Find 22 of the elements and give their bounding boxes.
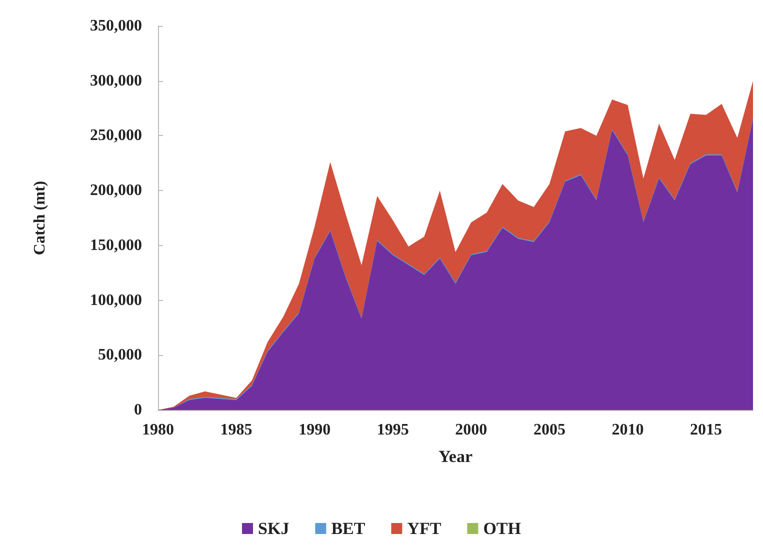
y-tick-label: 250,000 bbox=[90, 127, 142, 144]
legend-label: OTH bbox=[483, 519, 521, 538]
x-tick-label: 1985 bbox=[220, 422, 252, 438]
y-tick-label: 50,000 bbox=[98, 346, 142, 364]
y-tick-label: 300,000 bbox=[90, 72, 142, 90]
x-tick-label: 1980 bbox=[142, 422, 174, 438]
y-axis-title: Catch (mt) bbox=[32, 180, 48, 256]
x-tick-label: 2000 bbox=[455, 422, 488, 438]
y-tick-label: 0 bbox=[134, 402, 142, 418]
y-tick-label: 100,000 bbox=[90, 292, 142, 309]
x-tick-label: 1995 bbox=[376, 422, 409, 438]
x-tick-label: 1990 bbox=[298, 422, 331, 438]
x-tick-label: 2010 bbox=[612, 422, 644, 438]
x-tick-label: 2005 bbox=[533, 422, 566, 438]
legend-label: YFT bbox=[407, 519, 442, 538]
legend-label: SKJ bbox=[258, 519, 290, 538]
legend-label: BET bbox=[331, 519, 366, 538]
y-tick-label: 150,000 bbox=[90, 236, 142, 254]
y-tick-label: 200,000 bbox=[90, 182, 142, 200]
y-tick-label: 350,000 bbox=[90, 18, 142, 34]
x-tick-label: 2015 bbox=[690, 422, 722, 438]
x-axis-title: Year bbox=[438, 447, 473, 466]
